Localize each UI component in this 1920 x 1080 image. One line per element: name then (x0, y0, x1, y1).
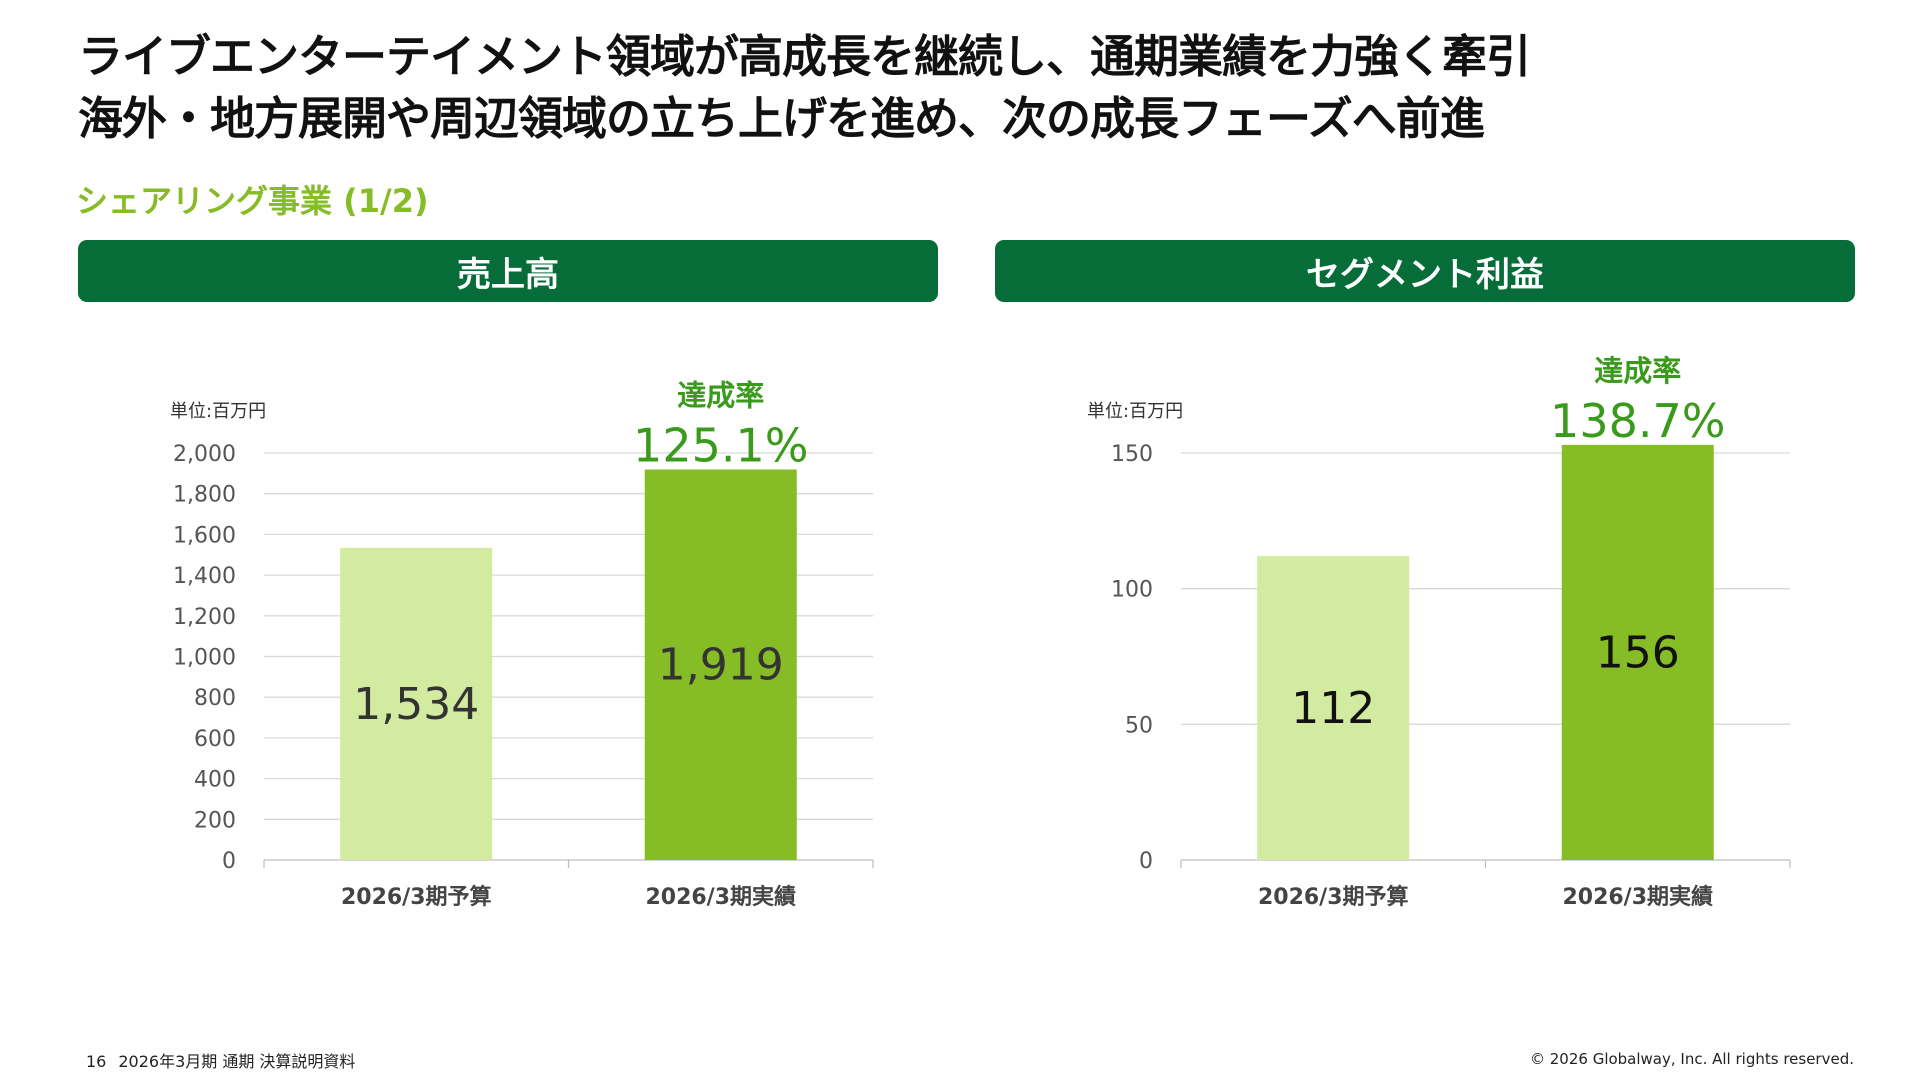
segment-profit-banner: セグメント利益 (995, 240, 1855, 302)
sales-banner: 売上高 (78, 240, 938, 302)
copyright: © 2026 Globalway, Inc. All rights reserv… (1529, 1050, 1854, 1068)
unit-label: 単位:百万円 (170, 401, 266, 422)
data-label: 1,919 (658, 640, 784, 691)
x-tick-label: 2026/3期予算 (1258, 884, 1409, 910)
y-tick-label: 2,000 (173, 442, 236, 467)
achievement-rate-value: 138.7% (1550, 394, 1725, 448)
y-tick-label: 200 (194, 808, 236, 833)
headline-line-2: 海外・地方展開や周辺領域の立ち上げを進め、次の成長フェーズへ前進 (78, 92, 1485, 145)
segment-profit-chart-svg: 単位:百万円 0 50 100 150 112 2026/3期予算 156 2026/3期実績 達… (1087, 354, 1791, 910)
section-title: シェアリング事業 (1/2) (76, 182, 429, 220)
y-tick-label: 1,000 (173, 646, 236, 671)
budget-bar (1257, 556, 1410, 860)
x-tick-label: 2026/3期実績 (1562, 884, 1713, 910)
actual-bar (1561, 444, 1714, 860)
y-tick-label: 0 (1139, 849, 1153, 874)
achievement-rate-value: 125.1% (633, 418, 808, 472)
data-label: 156 (1596, 627, 1680, 678)
page-headline: ライブエンターテイメント領域が高成長を継続し、通期業績を力強く牽引 海外・地方展… (78, 26, 1531, 150)
x-tick-label: 2026/3期実績 (645, 884, 796, 910)
sales-chart-svg: 単位:百万円 0 200 400 600 800 1,000 1,200 1,400 1,600 1… (170, 378, 874, 910)
budget-bar (340, 547, 493, 860)
sales-chart: 単位:百万円 0 200 400 600 800 1,000 1,200 1,400 1,600 1… (78, 350, 938, 930)
headline-line-1: ライブエンターテイメント領域が高成長を継続し、通期業績を力強く牽引 (78, 30, 1531, 83)
actual-bar (644, 469, 797, 860)
document-title: 2026年3月期 通期 決算説明資料 (118, 1052, 356, 1071)
y-tick-label: 1,800 (173, 483, 236, 508)
y-tick-label: 100 (1111, 578, 1153, 603)
data-label: 1,534 (353, 679, 479, 730)
footer-left: 16 2026年3月期 通期 決算説明資料 (86, 1048, 355, 1072)
y-tick-label: 1,200 (173, 605, 236, 630)
y-tick-label: 1,400 (173, 564, 236, 589)
data-label: 112 (1291, 683, 1375, 734)
y-tick-label: 1,600 (173, 523, 236, 548)
achievement-rate-label: 達成率 (677, 378, 764, 412)
y-tick-label: 0 (222, 849, 236, 874)
y-tick-label: 400 (194, 768, 236, 793)
unit-label: 単位:百万円 (1087, 401, 1183, 422)
achievement-rate-label: 達成率 (1594, 354, 1681, 388)
segment-profit-chart: 単位:百万円 0 50 100 150 112 2026/3期予算 156 2026/3期実績 達… (995, 350, 1855, 930)
y-tick-label: 50 (1125, 713, 1153, 738)
y-tick-label: 800 (194, 686, 236, 711)
y-tick-label: 150 (1111, 442, 1153, 467)
y-tick-label: 600 (194, 727, 236, 752)
x-tick-label: 2026/3期予算 (341, 884, 492, 910)
page-number: 16 (86, 1052, 107, 1071)
